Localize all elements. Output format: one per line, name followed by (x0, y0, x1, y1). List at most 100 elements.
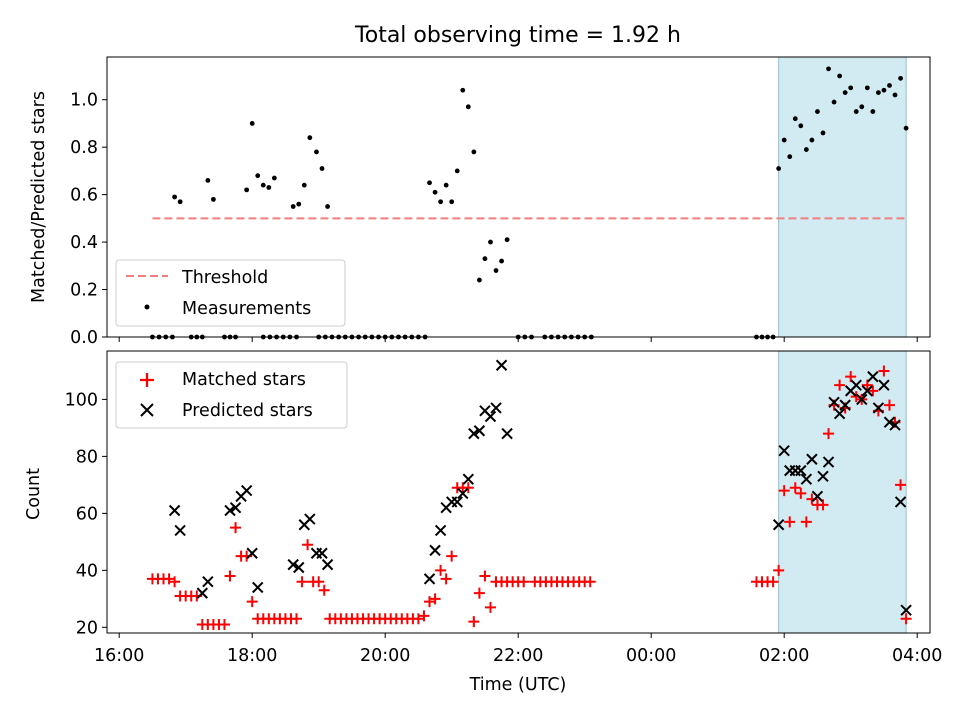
measurement-point (314, 149, 319, 155)
matched-star-point (230, 522, 242, 534)
predicted-star-point (839, 399, 851, 411)
predicted-star-point (900, 604, 912, 616)
matched-star-point (468, 616, 480, 628)
predicted-star-points (168, 359, 912, 616)
matched-star-point (169, 576, 181, 588)
matched-star-point (778, 485, 790, 497)
matched-star-point (424, 596, 436, 608)
count-panel: 20 40 60 80 100 16:00 18:00 20:00 22:00 00:00 02:… (24, 350, 942, 695)
matched-star-point (817, 499, 829, 511)
predicted-star-point (883, 416, 896, 428)
count-legend: Matched stars Predicted stars (115, 361, 348, 429)
matched-star-point (518, 576, 530, 588)
measurement-point (876, 90, 881, 95)
measurement-point (815, 109, 820, 114)
measurement-point (887, 83, 892, 88)
measurement-point (296, 201, 302, 207)
x-tick-label: 04:00 (892, 646, 942, 666)
measurement-point (798, 123, 804, 129)
measurement-point (898, 75, 903, 81)
measurement-point (848, 85, 854, 91)
measurement-point (443, 182, 449, 188)
predicted-star-point (850, 379, 862, 391)
y-tick-label: 0.0 (70, 328, 98, 348)
measurement-point (870, 109, 876, 114)
matched-star-point (789, 482, 801, 494)
predicted-star-point (457, 487, 469, 500)
predicted-star-point (833, 407, 846, 420)
predicted-star-point (772, 519, 785, 531)
measurement-point (864, 85, 870, 91)
measurement-point (449, 199, 455, 205)
predicted-star-point (224, 504, 236, 517)
predicted-star-point (287, 558, 299, 571)
legend-threshold-label: Threshold (181, 268, 268, 288)
y-tick-label: 80 (76, 447, 98, 467)
measurement-point (249, 121, 255, 126)
ratio-legend: Threshold Measurements (115, 259, 346, 327)
predicted-star-point (462, 473, 475, 485)
matched-star-point (795, 487, 807, 499)
matched-star-point (800, 516, 812, 528)
matched-star-point (418, 610, 430, 622)
predicted-star-point (304, 513, 316, 525)
predicted-star-point (800, 473, 813, 485)
predicted-star-point (202, 576, 214, 588)
legend-predicted-label: Predicted stars (182, 401, 313, 421)
predicted-star-point (856, 393, 868, 406)
observing-window-span (778, 350, 907, 634)
matched-star-point (900, 613, 912, 625)
measurement-point (803, 147, 809, 152)
y-tick-label: 60 (76, 504, 98, 524)
predicted-star-point (429, 544, 441, 557)
predicted-star-point (293, 561, 305, 574)
measurement-point (454, 168, 460, 174)
x-tick-label: 00:00 (626, 646, 676, 666)
measurement-point (493, 268, 499, 273)
measurement-point (842, 90, 848, 95)
predicted-star-point (894, 496, 907, 508)
predicted-star-point (806, 453, 818, 465)
measurement-point (881, 87, 887, 93)
predicted-star-point (229, 501, 242, 514)
measurement-point (837, 73, 843, 79)
measurement-point (477, 277, 482, 283)
matched-star-point (429, 593, 441, 605)
measurement-point (211, 196, 216, 202)
matched-star-point (473, 587, 485, 599)
count-legend-frame (115, 361, 348, 429)
predicted-star-point (867, 370, 879, 383)
measurement-point (809, 137, 815, 143)
matched-star-point (773, 564, 785, 576)
matched-star-point (883, 399, 895, 411)
y-tick-label: 20 (76, 618, 98, 638)
matched-star-points (146, 365, 912, 630)
matched-star-point (446, 550, 458, 562)
matched-star-point (302, 539, 314, 551)
predicted-star-point (872, 402, 885, 414)
matched-star-point (767, 576, 779, 588)
x-tick-label: 22:00 (493, 646, 543, 666)
matched-star-point (218, 618, 230, 630)
count-y-ticks: 20 40 60 80 100 (65, 390, 107, 638)
matched-star-point (845, 371, 857, 383)
measurement-point (290, 204, 296, 209)
predicted-star-point (196, 587, 209, 599)
observing-window-shade (778, 56, 907, 338)
predicted-star-point (168, 504, 181, 517)
matched-star-point (834, 379, 846, 391)
measurement-point (271, 175, 277, 181)
measurement-point (504, 237, 510, 243)
matched-star-point (895, 479, 907, 491)
measurement-point (260, 182, 266, 188)
y-tick-label: 40 (76, 561, 98, 581)
predicted-star-point (484, 410, 497, 423)
y-tick-label: 1.0 (70, 91, 98, 111)
predicted-star-point (174, 524, 186, 537)
predicted-star-point (817, 470, 829, 483)
matched-star-point (224, 570, 236, 582)
measurement-point (826, 66, 831, 72)
predicted-star-point (495, 359, 508, 371)
measurement-point (244, 187, 250, 193)
matched-star-point (867, 385, 879, 397)
